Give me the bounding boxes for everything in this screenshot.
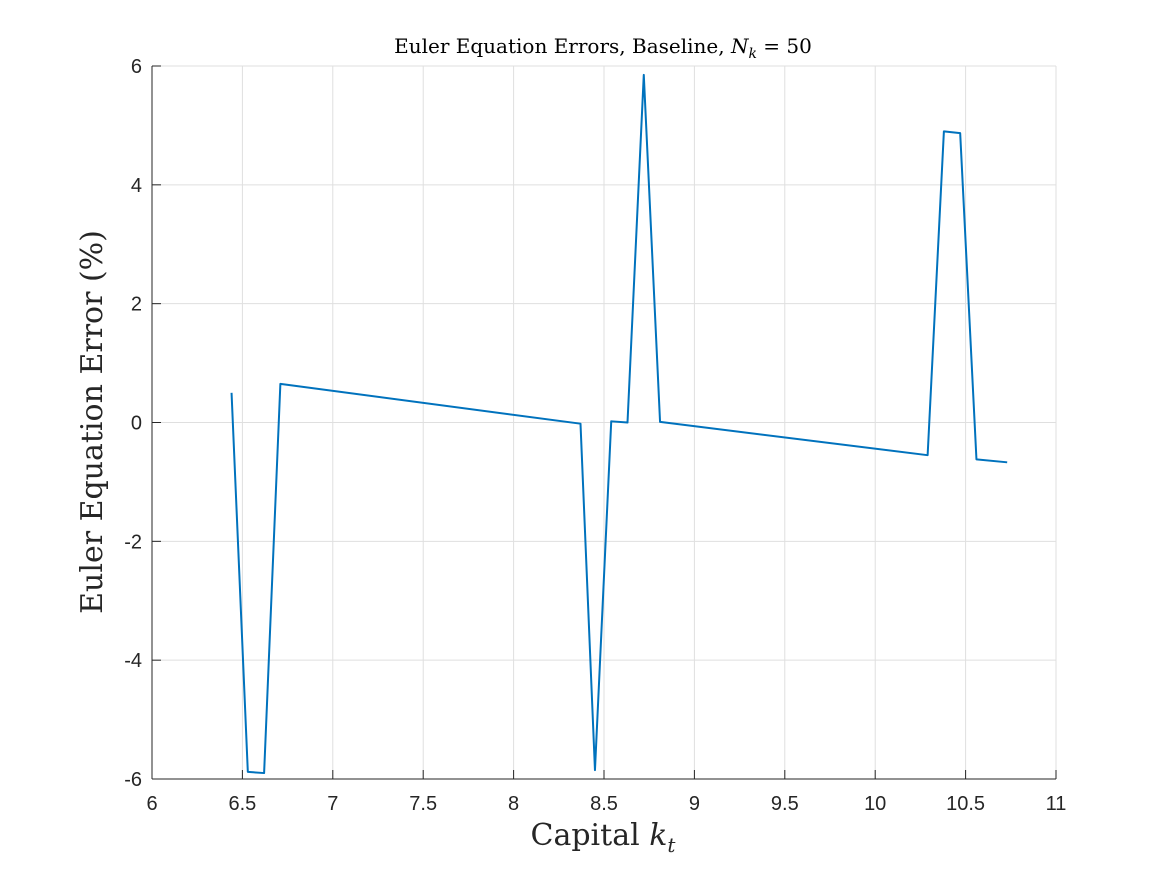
grid-layer <box>151 65 1057 780</box>
y-axis-label: Euler Equation Error (%) <box>75 230 110 614</box>
axes-layer: 6 6.5 7 7.5 8 8.5 9 9.5 10 10.5 11 -6 -4 -2 0 2 4 6 <box>124 56 1066 815</box>
x-tick-label: 7.5 <box>409 793 437 815</box>
title-suffix: = 50 <box>757 34 812 58</box>
title-variable: N <box>730 34 750 58</box>
x-tick-label: 6.5 <box>228 793 256 815</box>
y-tick-label: 6 <box>131 56 142 78</box>
y-tick-label: -4 <box>124 650 142 672</box>
y-tick-label: 4 <box>131 175 142 197</box>
x-axis-label-variable: k <box>649 818 667 853</box>
x-tick-label: 9.5 <box>771 793 799 815</box>
x-tick-label: 8.5 <box>590 793 618 815</box>
x-tick-label: 7 <box>327 793 338 815</box>
x-tick-label: 11 <box>1046 793 1067 815</box>
x-axis-label: Capital kt <box>531 818 677 857</box>
x-tick-label: 9 <box>689 793 700 815</box>
y-tick-label: 2 <box>131 294 142 316</box>
title-prefix: Euler Equation Errors, Baseline, <box>394 34 731 58</box>
title-subscript: k <box>748 46 756 62</box>
y-tick-label: 0 <box>131 413 142 435</box>
x-axis-label-subscript: t <box>667 833 676 857</box>
y-tick-label: -6 <box>124 769 142 791</box>
series-line <box>230 73 1008 775</box>
chart-title: Euler Equation Errors, Baseline, Nk = 50 <box>394 34 812 62</box>
x-tick-label: 10.5 <box>946 793 985 815</box>
x-axis-label-prefix: Capital <box>531 818 650 853</box>
series-layer <box>230 73 1008 775</box>
x-tick-label: 8 <box>508 793 519 815</box>
y-tick-label: -2 <box>124 531 142 553</box>
x-tick-label: 6 <box>146 793 157 815</box>
x-tick-label: 10 <box>864 793 886 815</box>
